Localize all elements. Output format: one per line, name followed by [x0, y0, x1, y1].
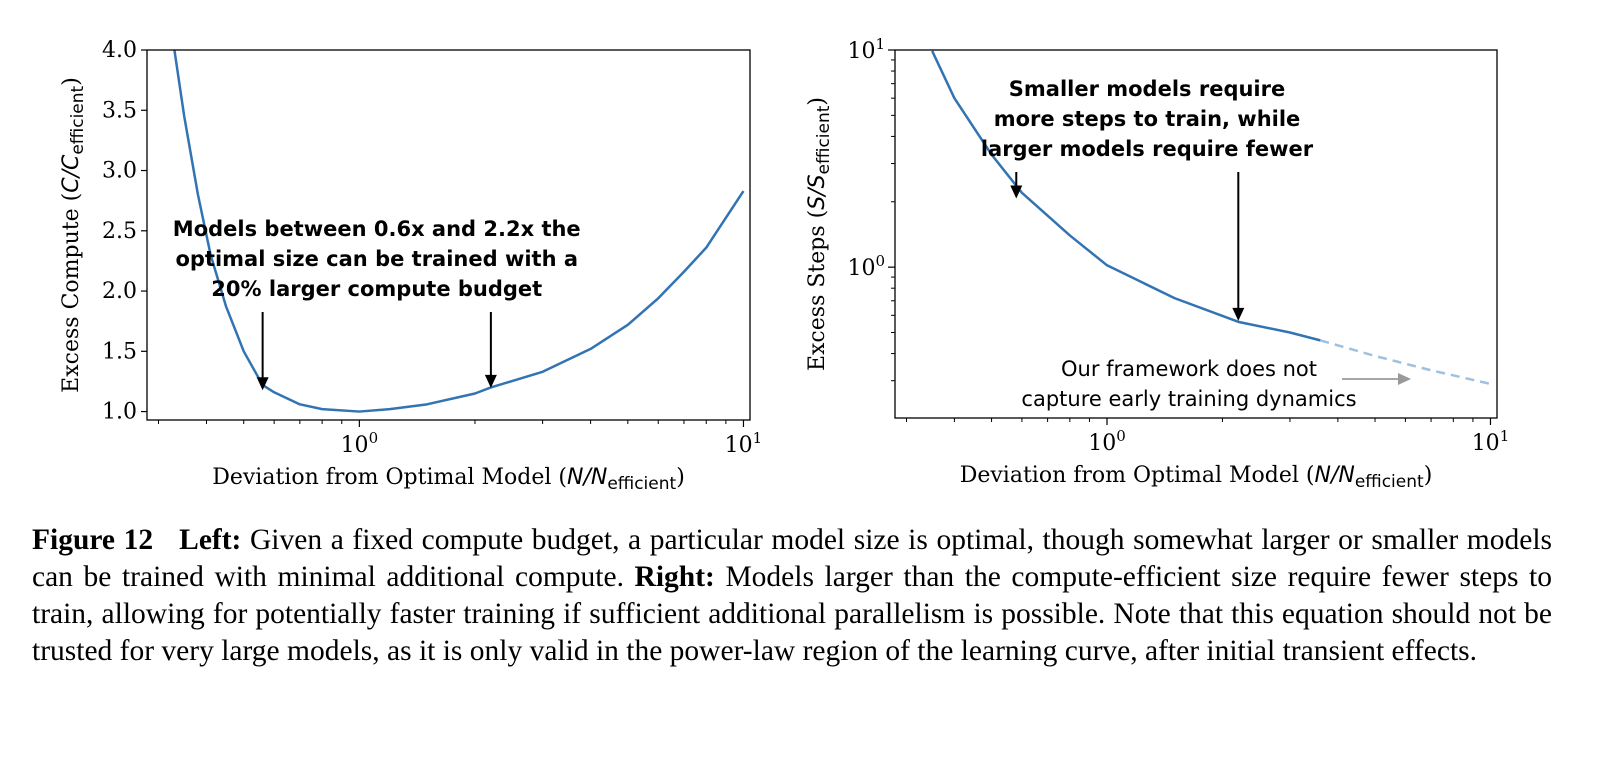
y-tick-label: 2.5 — [102, 219, 137, 244]
y-tick-label: 100 — [847, 252, 885, 281]
x-tick-label: 101 — [1472, 427, 1510, 456]
x-tick-label: 100 — [1088, 427, 1126, 456]
annotation-text: optimal size can be trained with a — [175, 247, 578, 271]
annotation-arrow-2 — [484, 312, 497, 388]
note-arrow — [1342, 373, 1411, 385]
annotation-text: 20% larger compute budget — [211, 277, 542, 301]
y-tick-label: 1.5 — [102, 339, 137, 364]
note-text: capture early training dynamics — [1021, 387, 1356, 411]
note-text: Our framework does not — [1061, 357, 1317, 381]
annotation-arrow-1 — [1010, 172, 1023, 199]
compute-curve-line — [173, 50, 745, 413]
x-axis-label: Deviation from Optimal Model (N/Nefficie… — [960, 463, 1433, 492]
caption-right-text: Models larger than the compute-efficient… — [32, 561, 1552, 667]
annotation-text: more steps to train, while — [994, 107, 1301, 131]
figure-caption: Figure 12 Left: Given a fixed compute bud… — [32, 522, 1552, 670]
y-tick-label: 2.0 — [102, 279, 137, 304]
y-tick-label: 101 — [847, 35, 885, 64]
caption-left-text: Given a fixed compute budget, a particul… — [32, 524, 1553, 593]
caption-right-label: Right: — [634, 561, 715, 593]
y-tick-label: 3.5 — [102, 98, 137, 123]
annotation-text: larger models require fewer — [981, 137, 1314, 161]
figure-label: Figure 12 — [32, 524, 154, 556]
x-tick-label: 101 — [725, 429, 763, 458]
y-tick-label: 3.0 — [102, 159, 137, 184]
x-tick-label: 100 — [341, 429, 379, 458]
y-tick-label: 1.0 — [102, 400, 137, 425]
right-chart-panel: 100 101 100 101 Smaller models require more s… — [805, 35, 1509, 492]
annotation-arrow-2 — [1232, 172, 1245, 321]
annotation-arrow-1 — [256, 312, 269, 391]
plot-frame — [146, 49, 751, 421]
steps-curve-line — [931, 50, 1321, 342]
y-tick-label: 4.0 — [102, 38, 137, 63]
annotation-text: Smaller models require — [1009, 77, 1285, 101]
annotation-text: Models between 0.6x and 2.2x the — [173, 217, 581, 241]
y-axis-label: Excess Compute (C/Cefficient) — [59, 77, 88, 393]
caption-left-label: Left: — [179, 524, 242, 556]
x-axis-label: Deviation from Optimal Model (N/Nefficie… — [212, 465, 685, 494]
y-axis-label: Excess Steps (S/Sefficient) — [805, 97, 834, 371]
plot-frame — [894, 49, 1498, 419]
left-chart-panel: 1.0 1.5 2.0 2.5 3.0 3.5 4.0 100 101 Models betwee… — [59, 38, 762, 494]
